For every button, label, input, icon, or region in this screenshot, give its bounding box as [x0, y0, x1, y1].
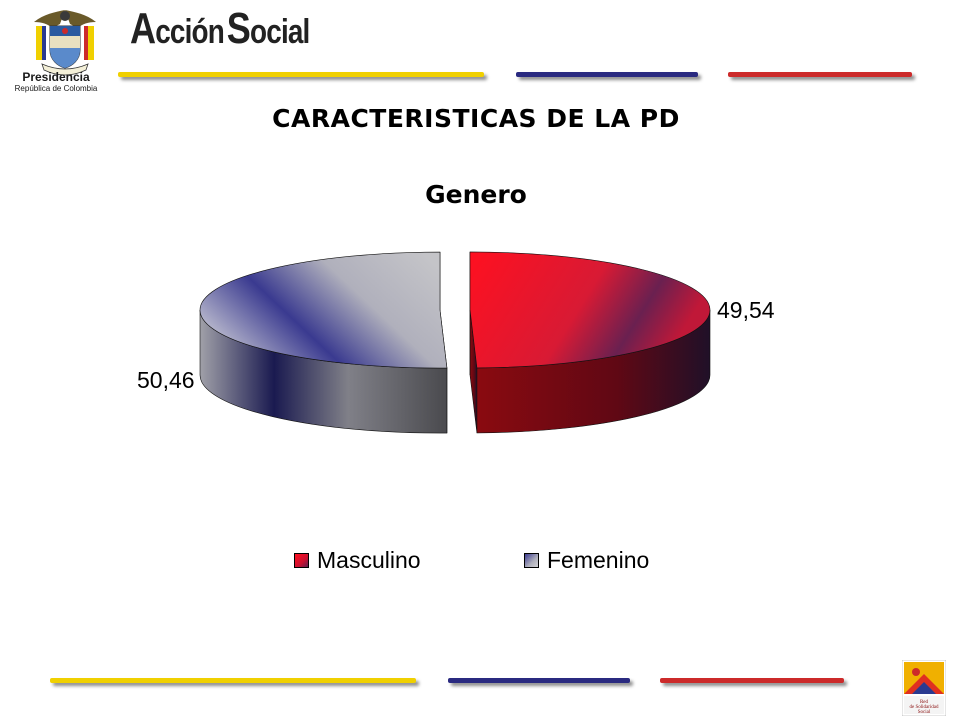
- value-label-femenino: 50,46: [137, 367, 195, 393]
- accion-social-logo: Acción Social: [130, 4, 310, 64]
- republica-label: República de Colombia: [14, 84, 98, 93]
- value-label-masculino: 49,54: [717, 297, 775, 323]
- legend-item-femenino: Femenino: [524, 545, 649, 575]
- bottom-blue-bar: [448, 678, 630, 683]
- legend-swatch-masculino: [294, 552, 309, 568]
- svg-text:Red: Red: [920, 700, 929, 705]
- chart-title: Genero: [425, 180, 527, 209]
- top-yellow-bar: [118, 72, 484, 77]
- logo-text-ccion: cción: [155, 13, 225, 51]
- logo-letter-s: S: [226, 4, 251, 53]
- logo-letter-a: A: [130, 4, 156, 53]
- pie-slice-masculino: [469, 251, 711, 434]
- red-solidaridad-logo-icon: Red de Solidaridad Social: [902, 660, 946, 716]
- pie-slice-femenino: [199, 251, 448, 434]
- legend-swatch-femenino: [524, 552, 539, 568]
- chart-legend: Masculino Femenino: [288, 545, 688, 575]
- top-blue-bar: [516, 72, 698, 77]
- legend-label-masculino: Masculino: [317, 546, 421, 573]
- bottom-yellow-bar: [50, 678, 416, 683]
- pie-top-femenino: [199, 251, 448, 369]
- page-title: CARACTERISTICAS DE LA PD: [272, 104, 680, 133]
- logo-text-ocial: ocial: [250, 13, 310, 51]
- bottom-red-bar: [660, 678, 844, 683]
- coat-of-arms-icon: [34, 10, 96, 76]
- presidencia-label: Presidencia: [22, 70, 90, 84]
- top-red-bar: [728, 72, 912, 77]
- legend-label-femenino: Femenino: [547, 546, 650, 573]
- legend-item-masculino: Masculino: [294, 545, 421, 575]
- svg-text:Social: Social: [918, 710, 931, 715]
- pie-top-masculino: [469, 251, 711, 369]
- svg-text:de Solidaridad: de Solidaridad: [909, 705, 939, 710]
